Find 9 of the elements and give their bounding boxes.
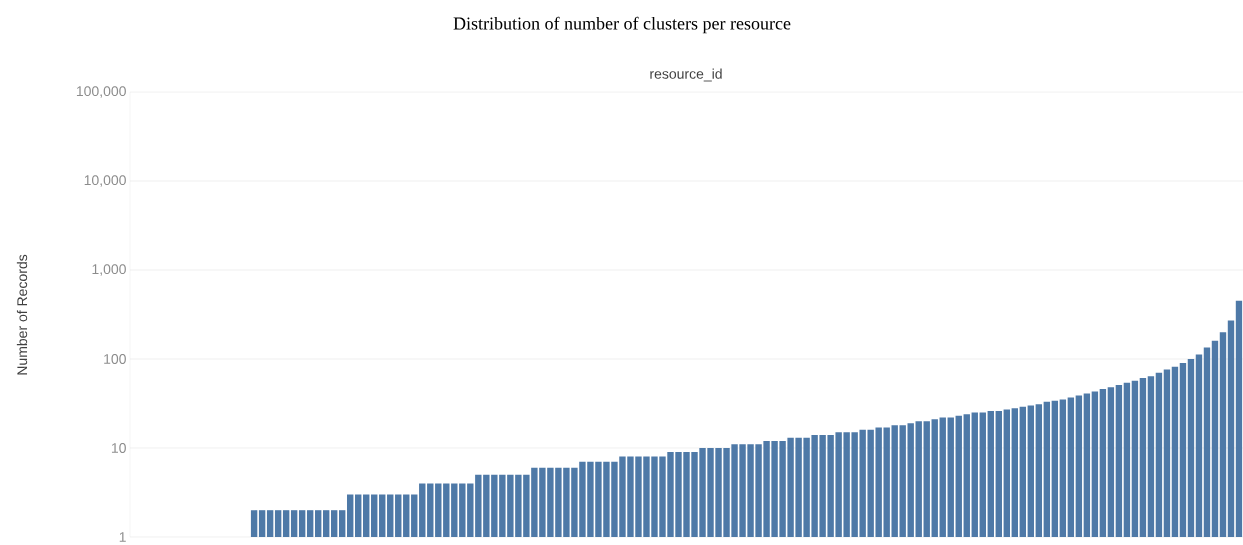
x-axis-title: resource_id (650, 68, 722, 82)
y-tick-label: 10 (111, 443, 126, 453)
y-tick-label: 1,000 (92, 264, 126, 276)
y-tick-label: 100 (104, 354, 126, 364)
chart-title: Distribution of number of clusters per resource (453, 16, 791, 34)
y-axis-title: Number of Records (16, 254, 28, 375)
y-tick-label: 1 (119, 532, 126, 542)
y-tick-label: 10,000 (84, 175, 126, 187)
y-tick-label: 100,000 (76, 86, 126, 98)
